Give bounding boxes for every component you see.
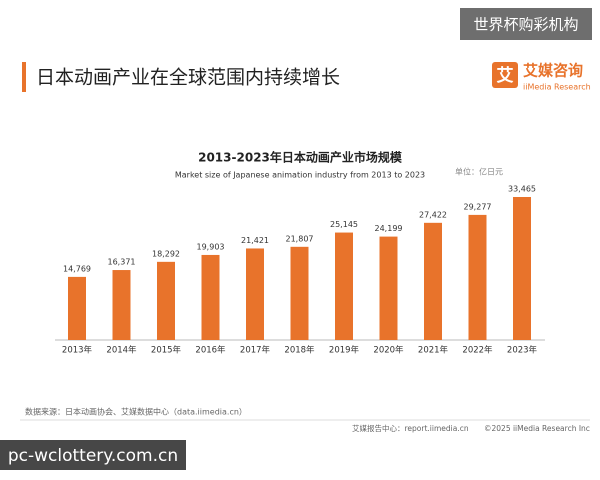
bar bbox=[468, 214, 487, 340]
x-tick-label: 2018年 bbox=[284, 345, 315, 356]
value-label: 33,465 bbox=[508, 185, 536, 194]
bar bbox=[201, 254, 220, 340]
bar bbox=[335, 232, 353, 340]
x-tick-label: 2014年 bbox=[106, 345, 137, 356]
chart-title: 2013-2023年日本动画产业市场规模 bbox=[198, 150, 403, 165]
x-tick-label: 2015年 bbox=[151, 345, 182, 356]
x-tick-label: 2016年 bbox=[195, 345, 226, 356]
value-label: 27,422 bbox=[419, 210, 447, 219]
unit-label: 单位：亿日元 bbox=[455, 167, 503, 177]
footer-report: 艾媒报告中心：report.iimedia.cn bbox=[352, 423, 469, 433]
logo-en: iiMedia Research bbox=[523, 83, 591, 92]
bar bbox=[68, 276, 86, 340]
bar bbox=[246, 248, 264, 340]
value-label: 21,807 bbox=[286, 234, 314, 243]
logo-icon-box bbox=[492, 62, 518, 88]
watermark-box bbox=[460, 8, 592, 40]
bar bbox=[379, 236, 398, 340]
overlay-text: pc-wclottery.com.cn bbox=[8, 446, 178, 466]
x-tick-label: 2021年 bbox=[418, 345, 449, 356]
bar bbox=[112, 270, 131, 340]
value-label: 24,199 bbox=[375, 224, 403, 233]
overlay-box bbox=[0, 440, 186, 470]
logo-icon: 艾 bbox=[497, 65, 514, 86]
value-label: 19,903 bbox=[197, 242, 225, 251]
value-label: 14,769 bbox=[63, 264, 91, 273]
x-tick-label: 2017年 bbox=[240, 345, 271, 356]
value-label: 21,421 bbox=[241, 236, 269, 245]
bar bbox=[513, 197, 531, 340]
x-tick-label: 2013年 bbox=[62, 345, 93, 356]
value-label: 25,145 bbox=[330, 220, 358, 229]
value-label: 18,292 bbox=[152, 249, 180, 258]
value-label: 16,371 bbox=[108, 258, 136, 267]
bar bbox=[424, 222, 442, 340]
logo-cn: 艾媒咨询 bbox=[523, 62, 583, 80]
header-accent bbox=[22, 62, 26, 92]
source: 数据来源：日本动画协会、艾媒数据中心（data.iimedia.cn） bbox=[25, 407, 247, 417]
x-tick-label: 2020年 bbox=[373, 345, 404, 356]
x-tick-label: 2023年 bbox=[507, 345, 538, 356]
chart-subtitle: Market size of Japanese animation indust… bbox=[175, 171, 425, 180]
x-tick-label: 2022年 bbox=[462, 345, 493, 356]
bar bbox=[157, 261, 175, 340]
value-label: 29,277 bbox=[464, 202, 492, 211]
footer-copyright: ©2025 iiMedia Research Inc bbox=[484, 424, 590, 433]
bar bbox=[290, 246, 309, 340]
watermark: 世界杯购彩机构 bbox=[473, 16, 578, 34]
header-title: 日本动画产业在全球范围内持续增长 bbox=[36, 67, 340, 89]
x-tick-label: 2019年 bbox=[329, 345, 360, 356]
